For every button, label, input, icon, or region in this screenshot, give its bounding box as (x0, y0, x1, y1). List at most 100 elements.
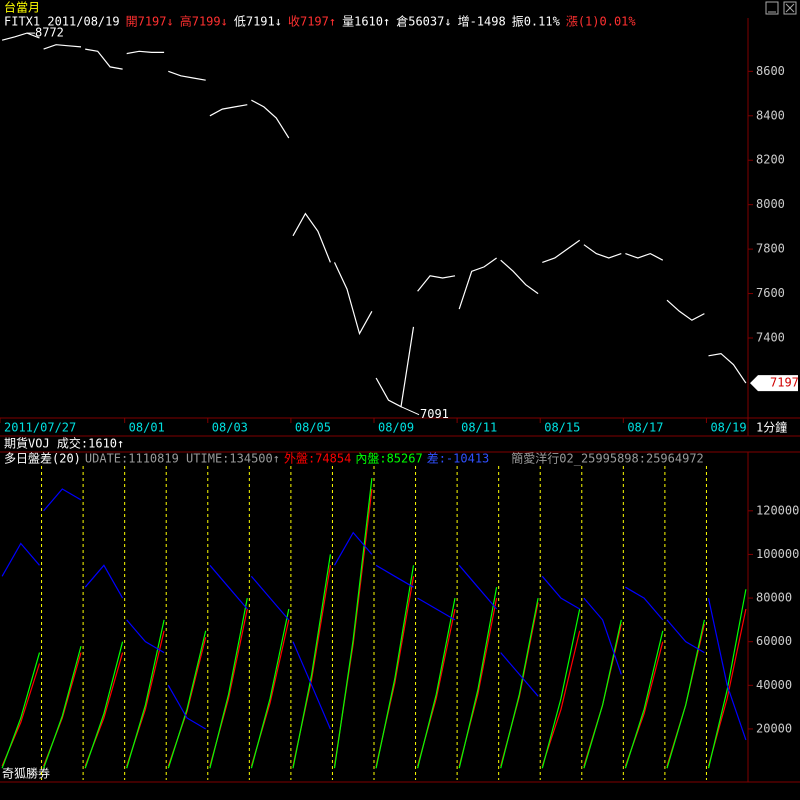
indicator-line (666, 619, 705, 654)
quote-item: 振0.11% (512, 15, 561, 29)
indicator-header: 內盤:85267 (355, 452, 422, 466)
indicator-line (292, 641, 331, 730)
footer: 奇狐勝券 (2, 766, 50, 781)
quote-item: 倉56037↓ (396, 14, 451, 29)
indicator-line (43, 645, 82, 769)
indicator-header: UDATE:1110819 UTIME:134500↑ (85, 452, 280, 466)
volume-line: 期貨VOJ 成交:1610↑ (4, 436, 124, 451)
indicator-line (417, 597, 456, 769)
price-line (292, 212, 331, 263)
quote-item: FITX1 2011/08/19 (4, 15, 120, 29)
indicator-line (666, 619, 705, 769)
frame (0, 18, 800, 783)
x-tick-label: 08/17 (627, 421, 663, 435)
y-tick-label: 8200 (756, 153, 785, 167)
quote-item: 開7197↓ (126, 15, 174, 29)
indicator-line (167, 685, 207, 730)
price-line (251, 99, 290, 139)
y-tick-label: 40000 (756, 678, 792, 692)
price-line (542, 239, 581, 263)
indicator-line (375, 564, 414, 588)
indicator-header: 外盤:74854 (284, 452, 351, 466)
price-line (417, 275, 456, 292)
y-tick-label: 120000 (756, 503, 799, 517)
indicator-line (209, 597, 248, 769)
x-tick-label: 08/19 (710, 421, 746, 435)
indicator-line (541, 608, 581, 769)
indicator-line (84, 641, 124, 769)
indicator-line (126, 619, 165, 769)
price-line (625, 252, 664, 261)
indicator-line (707, 597, 747, 741)
y-tick-label: 100000 (756, 547, 799, 561)
y-tick-label: 80000 (756, 591, 792, 605)
indicator-line (333, 531, 373, 566)
x-tick-label: 08/11 (461, 421, 497, 435)
price-line (85, 48, 123, 70)
indicator-line (84, 564, 124, 599)
x-tick-label: 08/15 (544, 421, 580, 435)
x-tick-label: 08/09 (378, 421, 414, 435)
x-tick-label: 2011/07/27 (4, 421, 76, 435)
y-tick-label: 7400 (756, 331, 785, 345)
x-tick-label: 08/03 (212, 421, 248, 435)
indicator-line (375, 565, 415, 769)
price-line (43, 44, 82, 50)
indicator-line (1, 542, 40, 577)
quote-item: 低7191↓ (234, 15, 282, 29)
indicator-line (250, 575, 290, 621)
quote-item: 量1610↑ (342, 15, 390, 29)
x-tick-label: 08/05 (295, 421, 331, 435)
indicator-line (333, 478, 373, 769)
price-line (708, 352, 747, 384)
indicator-line (500, 652, 539, 697)
price-line (333, 262, 373, 336)
price-line (375, 326, 415, 408)
indicator-line (458, 587, 498, 769)
indicator-line (43, 488, 82, 512)
window-buttons[interactable] (765, 1, 797, 15)
indicator-header: 差:-10413 (427, 452, 490, 466)
y-tick-label: 60000 (756, 634, 792, 648)
indicator-header: 簡愛洋行02_25995898:25964972 (511, 451, 704, 466)
y-tick-label: 8000 (756, 197, 785, 211)
x-tick-label: 08/01 (129, 421, 165, 435)
interval: 1分鐘 (756, 420, 787, 435)
y-tick-label: 8400 (756, 108, 785, 122)
price-line (1, 32, 40, 41)
quote-item: 增-1498 (458, 15, 506, 29)
indicator-line (500, 597, 539, 769)
indicator-line (625, 586, 664, 621)
price-line (583, 244, 622, 259)
price-line (126, 50, 165, 55)
last-price-tag (750, 375, 798, 392)
symbol: 台當月 (4, 0, 40, 15)
indicator-line (458, 564, 498, 610)
indicator-line (1, 652, 41, 769)
indicator-header: 多日盤差(20) (4, 452, 81, 466)
indicator-line (167, 630, 207, 769)
price-line (209, 104, 248, 117)
indicator-line (417, 597, 456, 621)
low-label: 7091 (420, 407, 449, 421)
indicator-line (707, 589, 747, 769)
indicator-line (583, 597, 622, 675)
price-line (458, 257, 497, 310)
indicator-line (209, 564, 248, 610)
low-pointer (400, 406, 420, 416)
y-tick-label: 7600 (756, 286, 785, 300)
indicator-line (541, 575, 581, 610)
indicator-line (624, 630, 664, 769)
price-line (666, 299, 705, 321)
quote-item: 收7197↑ (288, 15, 336, 29)
last-price-label: 7197 (770, 376, 799, 390)
price-line (168, 70, 206, 81)
indicator-line (292, 554, 331, 769)
indicator-line (250, 608, 290, 769)
high-label: 8772 (35, 26, 64, 40)
indicator-line (583, 619, 622, 769)
y-tick-label: 20000 (756, 721, 792, 735)
price-line (500, 259, 539, 295)
